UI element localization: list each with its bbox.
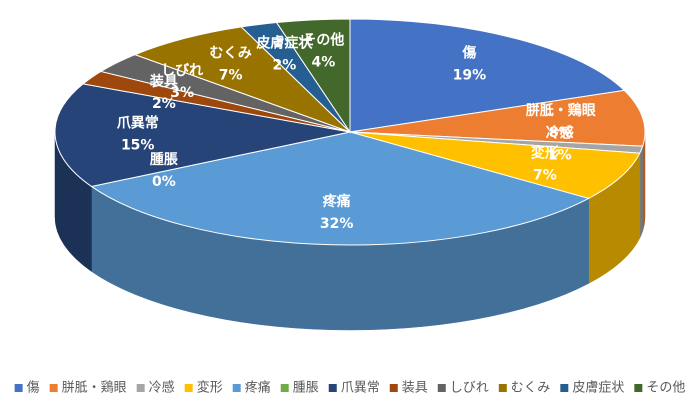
- slice: [54, 83, 351, 187]
- category-label: 爪異常: [117, 115, 159, 132]
- category-label: 胼胝・鶏眼: [526, 102, 596, 119]
- value-label: 2%: [152, 96, 176, 112]
- legend-swatch: [280, 384, 289, 392]
- value-label: 7%: [219, 68, 243, 84]
- category-label: 冷感: [546, 125, 574, 142]
- legend-label: むくみ: [511, 381, 551, 396]
- pie-tops: [54, 18, 646, 246]
- slice: [275, 18, 351, 134]
- legend-swatch: [634, 384, 643, 392]
- legend-label: 装具: [402, 381, 428, 396]
- category-label: 変形: [531, 144, 559, 161]
- legend-swatch: [437, 384, 446, 392]
- legend-label: 皮膚症状: [572, 380, 624, 396]
- slice: [349, 18, 626, 133]
- legend-swatch: [328, 384, 337, 392]
- category-label: しびれ: [161, 63, 203, 79]
- value-label: 32%: [320, 216, 354, 232]
- legend-swatch: [49, 384, 58, 392]
- value-label: 0%: [152, 174, 176, 190]
- legend-swatch: [184, 384, 193, 392]
- legend-label: 疼痛: [245, 380, 271, 396]
- slice: [349, 131, 641, 199]
- legend-swatch: [389, 384, 398, 392]
- category-label: 疼痛: [323, 193, 351, 210]
- value-label: 8%: [549, 125, 573, 141]
- category-label: むくみ: [209, 46, 252, 62]
- value-label: 7%: [533, 167, 557, 183]
- value-label: 15%: [121, 138, 155, 154]
- legend-swatch: [560, 384, 569, 392]
- legend-swatch: [498, 384, 507, 392]
- slice: [90, 131, 591, 246]
- legend-label: しびれ: [450, 381, 489, 396]
- category-label: 皮膚症状: [255, 35, 313, 52]
- legend-label: 変形: [197, 380, 223, 396]
- legend: 傷 胼胝・鶏眼 冷感 変形 疼痛 腫脹 爪異常 装具 しびれ むくみ 皮膚症状 その他: [14, 380, 685, 396]
- category-label: 装具: [149, 73, 178, 90]
- value-label: 3%: [170, 85, 194, 101]
- value-label: 2%: [272, 58, 296, 74]
- slice-side: [639, 146, 643, 239]
- legend-swatch: [232, 384, 241, 392]
- slice-side: [642, 131, 646, 232]
- slice: [349, 89, 646, 147]
- category-label: 傷: [461, 45, 476, 62]
- legend-label: 冷感: [149, 380, 175, 396]
- data-labels: 傷 19% 胼胝・鶏眼 8%冷感 1%変形 7% 疼痛 32% 腫脹 0% 爪異常 15% 装具 2% しび…: [117, 31, 596, 232]
- legend-swatch: [14, 384, 23, 392]
- legend-label: その他: [646, 381, 685, 396]
- category-label: その他: [302, 31, 344, 48]
- slice: [133, 26, 351, 133]
- value-label: 1%: [548, 148, 572, 164]
- legend-label: 腫脹: [293, 380, 319, 396]
- legend-label: 胼胝・鶏眼: [62, 381, 127, 396]
- category-label: 腫脹: [150, 151, 178, 168]
- value-label: 4%: [311, 54, 335, 70]
- legend-swatch: [136, 384, 145, 392]
- value-label: 19%: [453, 68, 487, 84]
- legend-label: 爪異常: [341, 381, 380, 396]
- legend-label: 傷: [27, 381, 40, 396]
